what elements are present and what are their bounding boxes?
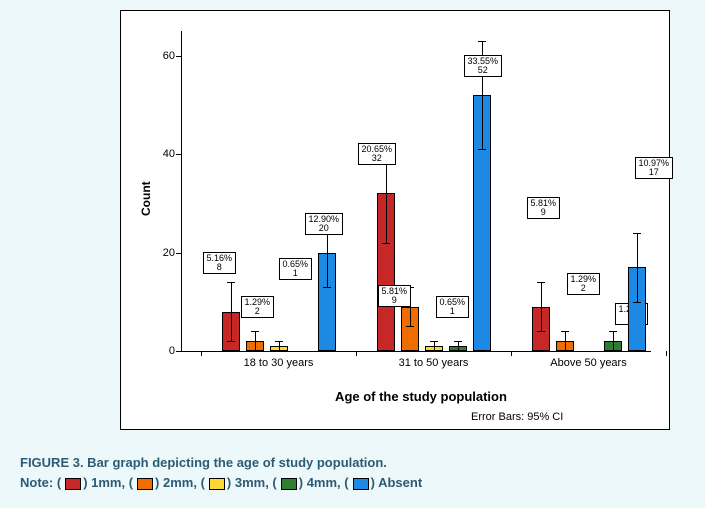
y-tick-label: 60 (147, 50, 175, 62)
x-category-label: Above 50 years (550, 357, 626, 369)
error-bar-cap (406, 326, 414, 327)
error-bar-cap (478, 149, 486, 150)
x-axis-label: Age of the study population (335, 389, 507, 404)
legend-label: ) Absent (371, 475, 423, 490)
y-tick-label: 20 (147, 247, 175, 259)
error-bar-cap (561, 331, 569, 332)
y-tick (176, 351, 181, 352)
error-bar-cap (382, 243, 390, 244)
error-bar (458, 341, 459, 351)
bar-data-label: 5.16%8 (203, 252, 237, 274)
bar-data-label: 0.65%1 (279, 258, 313, 280)
y-tick-label: 0 (147, 345, 175, 357)
legend-paren: ( (57, 475, 61, 490)
legend-label: ) 2mm, (155, 475, 201, 490)
error-bar-cap (454, 351, 462, 352)
bar-data-label: 33.55%52 (464, 55, 503, 77)
legend-swatch (281, 478, 297, 490)
error-bar-cap (227, 282, 235, 283)
figure-panel: Count 020406018 to 30 years5.16%81.29%20… (0, 0, 705, 508)
error-bar-cap (537, 331, 545, 332)
error-bar-cap (251, 331, 259, 332)
legend-label: ) 1mm, (83, 475, 129, 490)
x-category-label: 31 to 50 years (399, 357, 469, 369)
error-bar-cap (275, 351, 283, 352)
error-bar-cap (537, 282, 545, 283)
bar-data-label: 1.29%2 (567, 273, 601, 295)
error-bar-cap (633, 233, 641, 234)
bar-data-label: 10.97%17 (635, 157, 674, 179)
error-bar-cap (251, 351, 259, 352)
legend-label: ) 4mm, (299, 475, 345, 490)
error-bar-cap (227, 341, 235, 342)
chart-box: Count 020406018 to 30 years5.16%81.29%20… (120, 10, 670, 430)
x-category-label: 18 to 30 years (244, 357, 314, 369)
legend-paren: ( (272, 475, 276, 490)
error-bar (255, 331, 256, 351)
bar-data-label: 0.65%1 (436, 296, 470, 318)
legend-swatch (137, 478, 153, 490)
bar-data-label: 1.29%2 (241, 296, 275, 318)
error-bar (541, 282, 542, 331)
bar-data-label: 12.90%20 (305, 213, 344, 235)
error-bar-cap (478, 41, 486, 42)
legend-swatch (65, 478, 81, 490)
y-tick-label: 40 (147, 148, 175, 160)
error-bar (434, 341, 435, 351)
y-axis (181, 31, 182, 351)
legend-paren: ( (201, 475, 205, 490)
y-tick (176, 253, 181, 254)
x-tick (511, 351, 512, 356)
error-bar-cap (609, 331, 617, 332)
error-bar-cap (430, 341, 438, 342)
legend-swatch (353, 478, 369, 490)
bar-data-label: 5.81%9 (378, 285, 412, 307)
y-axis-label: Count (139, 181, 153, 216)
error-bar-cap (430, 351, 438, 352)
error-bar-cap (454, 341, 462, 342)
bar-data-label: 5.81%9 (527, 197, 561, 219)
error-bar-cap (633, 302, 641, 303)
figure-caption-note: Note: () 1mm, () 2mm, () 3mm, () 4mm, ()… (20, 475, 422, 490)
note-prefix: Note: (20, 475, 57, 490)
error-bar-cap (561, 351, 569, 352)
error-bar (231, 282, 232, 341)
plot-area: 020406018 to 30 years5.16%81.29%20.65%11… (181, 31, 651, 351)
error-bar-cap (323, 287, 331, 288)
bar-data-label: 20.65%32 (358, 143, 397, 165)
x-tick (201, 351, 202, 356)
x-tick (356, 351, 357, 356)
y-tick (176, 154, 181, 155)
error-bar (613, 331, 614, 351)
legend-paren: ( (344, 475, 348, 490)
legend-swatch (209, 478, 225, 490)
error-bar-cap (275, 341, 283, 342)
figure-caption-title: FIGURE 3. Bar graph depicting the age of… (20, 455, 387, 470)
legend-label: ) 3mm, (227, 475, 273, 490)
legend-paren: ( (129, 475, 133, 490)
error-bar-cap (609, 351, 617, 352)
y-tick (176, 56, 181, 57)
error-bar (565, 331, 566, 351)
error-bar-caption: Error Bars: 95% CI (471, 411, 563, 423)
x-tick (666, 351, 667, 356)
error-bar (637, 233, 638, 302)
error-bar (279, 341, 280, 351)
